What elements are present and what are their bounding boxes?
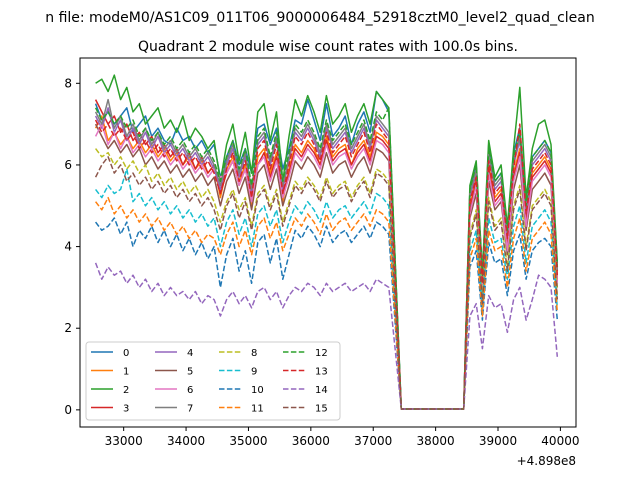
legend-label-10: 10 <box>251 385 264 396</box>
y-tick-label: 0 <box>64 403 72 417</box>
x-tick-label: 40000 <box>541 434 579 448</box>
x-tick-label: 33000 <box>105 434 143 448</box>
chart-title: Quadrant 2 module wise count rates with … <box>138 39 518 55</box>
legend-label-5: 5 <box>187 367 193 378</box>
legend-label-11: 11 <box>251 404 264 415</box>
legend-label-12: 12 <box>315 348 328 359</box>
legend-frame <box>85 341 341 421</box>
figure-suptitle: n file: modeM0/AS1C09_011T06_9000006484_… <box>45 10 594 26</box>
y-tick-label: 8 <box>64 76 72 90</box>
legend-label-14: 14 <box>315 385 328 396</box>
x-tick-label: 34000 <box>167 434 205 448</box>
series-line-15 <box>94 156 559 410</box>
series-line-13 <box>94 119 559 410</box>
y-tick-label: 6 <box>64 158 72 172</box>
x-axis: 33000 34000 35000 36000 37000 38000 39000 40000 <box>105 427 579 448</box>
plot-frame <box>79 57 577 428</box>
x-tick-label: 37000 <box>354 434 392 448</box>
x-offset-label: +4.898e8 <box>517 454 576 468</box>
series-line-8 <box>95 148 559 410</box>
legend-label-3: 3 <box>123 404 129 415</box>
series-line-14 <box>94 262 559 410</box>
legend-label-6: 6 <box>187 385 193 396</box>
x-tick-label: 35000 <box>229 434 267 448</box>
legend-label-13: 13 <box>315 367 328 378</box>
series-layer <box>94 74 559 410</box>
y-axis: 0 2 4 6 8 <box>64 76 80 417</box>
legend-label-9: 9 <box>251 367 257 378</box>
legend-label-15: 15 <box>315 404 328 415</box>
x-tick-label: 36000 <box>292 434 330 448</box>
legend-label-7: 7 <box>187 404 193 415</box>
series-line-11 <box>95 196 559 410</box>
legend-label-8: 8 <box>251 348 257 359</box>
legend-label-2: 2 <box>123 385 129 396</box>
legend-label-4: 4 <box>187 348 193 359</box>
x-tick-label: 38000 <box>417 434 455 448</box>
x-tick-label: 39000 <box>479 434 517 448</box>
legend-label-1: 1 <box>123 367 129 378</box>
series-line-9 <box>95 168 559 410</box>
legend-label-0: 0 <box>123 348 129 359</box>
y-tick-label: 4 <box>64 240 72 254</box>
series-line-10 <box>95 217 559 410</box>
y-tick-label: 2 <box>64 321 72 335</box>
